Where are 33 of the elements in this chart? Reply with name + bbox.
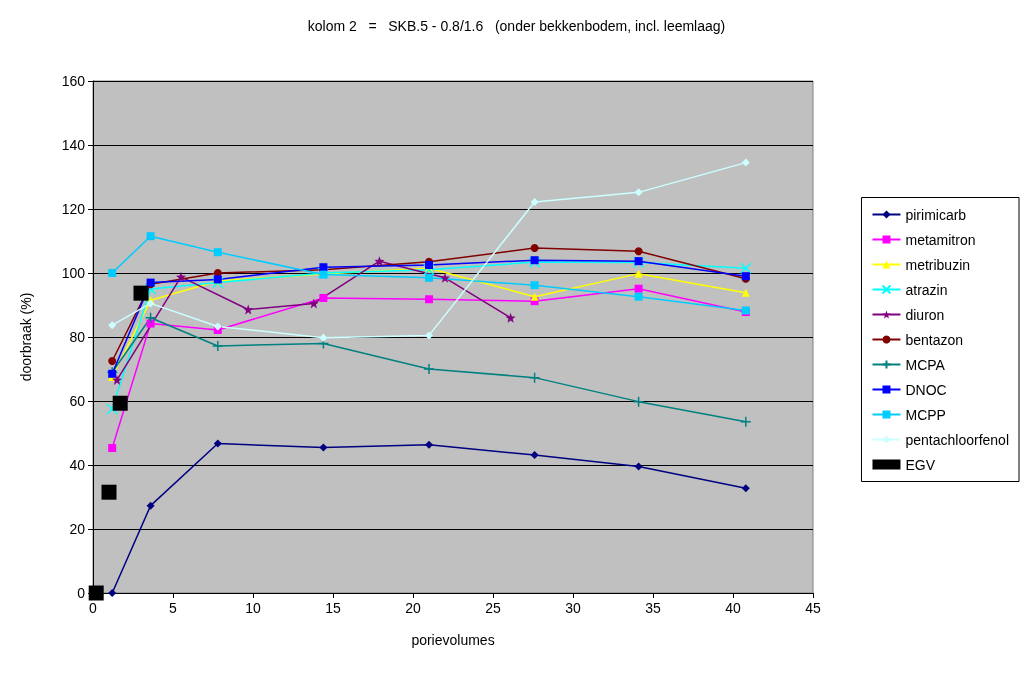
y-tick-label: 160 <box>61 73 86 89</box>
y-tick-label: 140 <box>61 137 86 153</box>
chart-title: kolom 2 = SKB.5 - 0.8/1.6 (onder bekkenbodem, incl. leemlaag) <box>307 18 726 34</box>
legend-label: MCPA <box>905 356 946 373</box>
y-tick-label: 60 <box>69 393 86 409</box>
x-axis-title: porievolumes <box>411 632 495 648</box>
x-tick-label: 20 <box>405 600 421 616</box>
legend-label: atrazin <box>905 281 948 298</box>
legend-label: metribuzin <box>905 256 971 273</box>
x-tick-label: 45 <box>805 600 821 616</box>
x-tick-label: 5 <box>169 600 178 616</box>
legend-label: metamitron <box>905 231 976 248</box>
legend-label: bentazon <box>905 331 964 348</box>
x-tick-label: 35 <box>645 600 661 616</box>
x-tick-label: 10 <box>245 600 261 616</box>
y-tick-label: 20 <box>69 521 86 537</box>
x-tick-label: 30 <box>565 600 581 616</box>
legend-label: pentachloorfenol <box>905 431 1010 448</box>
x-tick-label: 0 <box>89 600 98 616</box>
legend-label: diuron <box>905 306 945 323</box>
x-tick-label: 25 <box>485 600 501 616</box>
legend-label: DNOC <box>905 381 947 398</box>
y-tick-label: 0 <box>77 585 86 601</box>
legend-label: pirimicarb <box>905 206 967 223</box>
legend-label: MCPP <box>905 406 946 423</box>
y-tick-label: 40 <box>69 457 86 473</box>
y-axis-title: doorbraak (%) <box>18 292 34 382</box>
x-tick-label: 40 <box>725 600 741 616</box>
y-tick-label: 100 <box>61 265 86 281</box>
y-tick-label: 80 <box>69 329 86 345</box>
y-tick-label: 120 <box>61 201 86 217</box>
legend-label: EGV <box>905 456 936 473</box>
x-tick-label: 15 <box>325 600 341 616</box>
